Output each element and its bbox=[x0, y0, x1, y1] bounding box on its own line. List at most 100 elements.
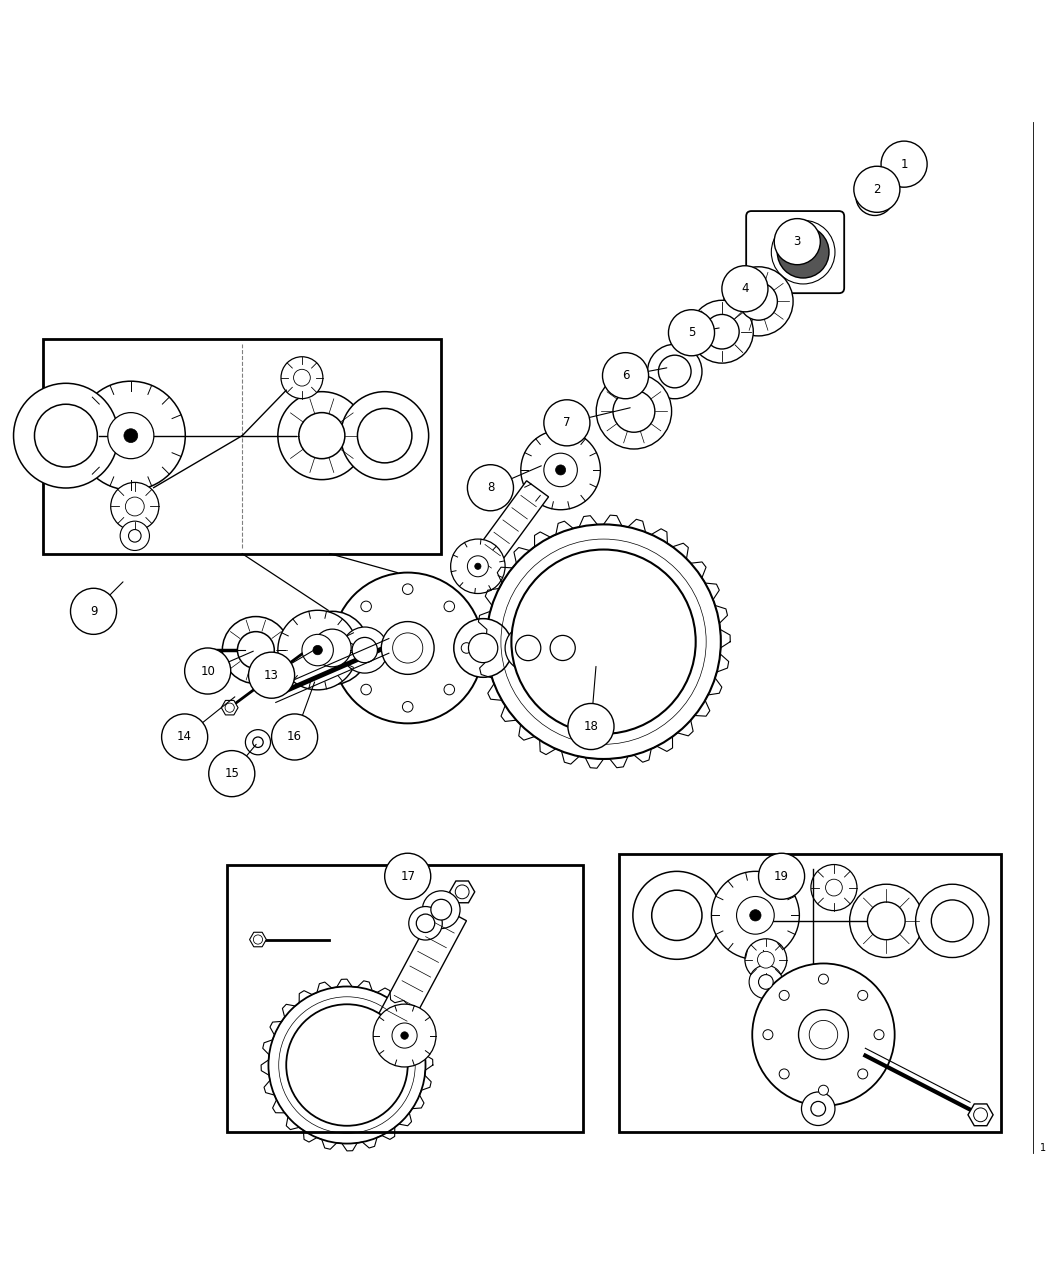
Ellipse shape bbox=[341, 627, 387, 673]
FancyBboxPatch shape bbox=[747, 212, 844, 293]
Polygon shape bbox=[883, 163, 910, 186]
Circle shape bbox=[669, 310, 715, 356]
Circle shape bbox=[799, 1010, 848, 1060]
Circle shape bbox=[916, 885, 989, 958]
Circle shape bbox=[249, 652, 295, 699]
Circle shape bbox=[867, 901, 905, 940]
Circle shape bbox=[550, 635, 575, 660]
Circle shape bbox=[361, 685, 372, 695]
Ellipse shape bbox=[648, 344, 702, 399]
Circle shape bbox=[779, 991, 790, 1001]
Circle shape bbox=[461, 643, 471, 653]
Circle shape bbox=[858, 1068, 867, 1079]
Bar bbox=[227, 864, 583, 1132]
Text: 2: 2 bbox=[874, 182, 881, 196]
Circle shape bbox=[818, 1085, 828, 1095]
Circle shape bbox=[125, 497, 144, 516]
Circle shape bbox=[818, 974, 828, 984]
Circle shape bbox=[313, 645, 322, 655]
Circle shape bbox=[889, 167, 904, 182]
Circle shape bbox=[757, 951, 774, 968]
Circle shape bbox=[278, 611, 357, 690]
Circle shape bbox=[35, 404, 98, 467]
Circle shape bbox=[533, 618, 592, 677]
Text: 13: 13 bbox=[265, 668, 279, 682]
Circle shape bbox=[874, 1030, 884, 1039]
Text: 9: 9 bbox=[90, 604, 98, 618]
Circle shape bbox=[613, 390, 655, 432]
Circle shape bbox=[736, 896, 774, 935]
Circle shape bbox=[299, 413, 344, 459]
Circle shape bbox=[722, 265, 768, 312]
Circle shape bbox=[294, 370, 311, 386]
Text: 5: 5 bbox=[688, 326, 695, 339]
Polygon shape bbox=[374, 905, 466, 1038]
Circle shape bbox=[357, 408, 412, 463]
Ellipse shape bbox=[416, 914, 435, 932]
Circle shape bbox=[521, 430, 601, 510]
Circle shape bbox=[777, 226, 830, 278]
Circle shape bbox=[393, 632, 423, 663]
Ellipse shape bbox=[237, 631, 274, 668]
Circle shape bbox=[373, 1005, 436, 1067]
Ellipse shape bbox=[408, 907, 442, 940]
Ellipse shape bbox=[352, 638, 377, 663]
Circle shape bbox=[866, 189, 883, 205]
Circle shape bbox=[225, 703, 234, 713]
Text: 8: 8 bbox=[487, 481, 495, 495]
Circle shape bbox=[302, 635, 333, 666]
Circle shape bbox=[825, 880, 842, 896]
Circle shape bbox=[475, 564, 481, 570]
Polygon shape bbox=[222, 700, 238, 715]
Circle shape bbox=[444, 685, 455, 695]
Circle shape bbox=[401, 1031, 408, 1039]
Polygon shape bbox=[968, 1104, 993, 1126]
Text: 7: 7 bbox=[563, 417, 570, 430]
Circle shape bbox=[596, 374, 672, 449]
Circle shape bbox=[467, 464, 513, 511]
Circle shape bbox=[511, 550, 696, 734]
Circle shape bbox=[973, 1108, 987, 1122]
Text: 4: 4 bbox=[741, 282, 749, 296]
Ellipse shape bbox=[516, 635, 541, 660]
Circle shape bbox=[296, 611, 369, 685]
Circle shape bbox=[801, 1091, 835, 1126]
Circle shape bbox=[287, 1005, 407, 1126]
Circle shape bbox=[14, 384, 119, 488]
Text: 3: 3 bbox=[794, 235, 801, 249]
Circle shape bbox=[450, 539, 505, 594]
Circle shape bbox=[854, 166, 900, 213]
Circle shape bbox=[652, 890, 702, 941]
Text: 19: 19 bbox=[774, 870, 789, 882]
Text: 15: 15 bbox=[225, 768, 239, 780]
Circle shape bbox=[749, 965, 782, 998]
Ellipse shape bbox=[223, 617, 290, 683]
Circle shape bbox=[774, 218, 820, 265]
Text: 18: 18 bbox=[584, 720, 598, 733]
Circle shape bbox=[811, 1102, 825, 1116]
Circle shape bbox=[343, 643, 354, 653]
Circle shape bbox=[402, 701, 413, 711]
Circle shape bbox=[603, 353, 649, 399]
Circle shape bbox=[77, 381, 185, 490]
Circle shape bbox=[110, 482, 159, 530]
Circle shape bbox=[381, 622, 434, 674]
Circle shape bbox=[849, 885, 923, 958]
Circle shape bbox=[124, 428, 138, 442]
Circle shape bbox=[361, 601, 372, 612]
Circle shape bbox=[763, 1030, 773, 1039]
Polygon shape bbox=[449, 881, 475, 903]
Circle shape bbox=[633, 871, 721, 959]
Circle shape bbox=[856, 177, 894, 215]
Text: 10: 10 bbox=[201, 664, 215, 677]
Circle shape bbox=[281, 357, 323, 399]
Circle shape bbox=[712, 871, 799, 959]
Circle shape bbox=[858, 991, 867, 1001]
Circle shape bbox=[456, 885, 469, 899]
Circle shape bbox=[253, 935, 262, 943]
Circle shape bbox=[253, 737, 264, 747]
Circle shape bbox=[185, 648, 231, 694]
Text: 1: 1 bbox=[900, 158, 908, 171]
Circle shape bbox=[544, 453, 578, 487]
Circle shape bbox=[128, 529, 141, 542]
